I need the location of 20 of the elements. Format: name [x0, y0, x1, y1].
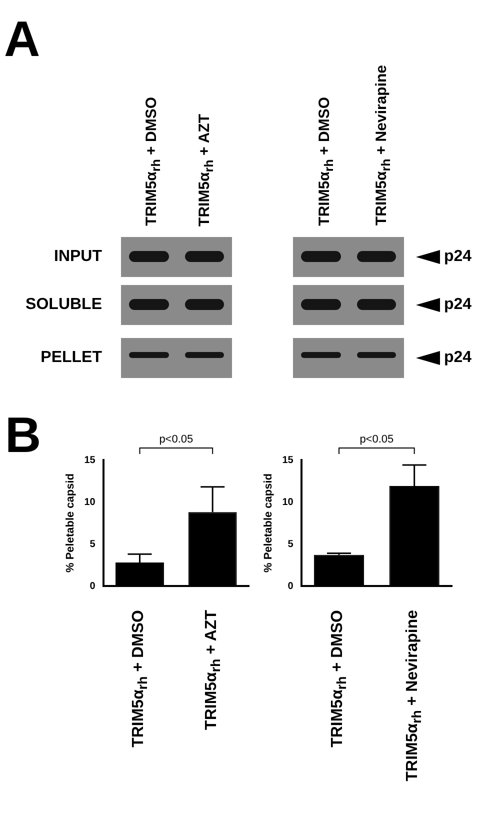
text: p24	[444, 295, 472, 315]
y-tick-label: 10	[84, 496, 96, 508]
y-tick-label: 15	[84, 454, 96, 466]
text: PELLET	[40, 348, 102, 368]
y-tick-label: 10	[282, 496, 294, 508]
text: SOLUBLE	[26, 295, 102, 315]
y-axis-title: % Peletable capsid	[64, 473, 77, 573]
text: p<0.05	[159, 434, 194, 446]
y-tick-label: 15	[282, 454, 294, 466]
y-tick-label: 5	[90, 538, 96, 550]
text: INPUT	[54, 247, 102, 267]
chart-title: B	[5, 407, 42, 463]
y-axis-title: % Peletable capsid	[262, 473, 275, 573]
y-tick-label: 0	[90, 580, 96, 592]
text: p24	[444, 348, 472, 368]
text: p<0.05	[360, 434, 394, 446]
text: p24	[444, 247, 472, 267]
y-tick-label: 5	[288, 538, 294, 550]
y-tick-label: 0	[288, 580, 294, 592]
text: A	[4, 11, 40, 67]
